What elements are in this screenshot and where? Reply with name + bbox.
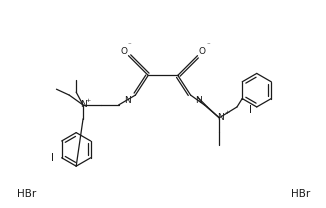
Text: N: N bbox=[196, 95, 202, 105]
Text: +: + bbox=[225, 110, 230, 115]
Text: O: O bbox=[120, 47, 127, 56]
Text: +: + bbox=[85, 98, 91, 103]
Text: HBr: HBr bbox=[291, 189, 310, 199]
Text: HBr: HBr bbox=[17, 189, 36, 199]
Text: N: N bbox=[217, 113, 224, 122]
Text: N: N bbox=[80, 100, 86, 109]
Text: O: O bbox=[199, 47, 206, 56]
Text: I: I bbox=[51, 153, 54, 163]
Text: ⁻: ⁻ bbox=[127, 43, 131, 49]
Text: ⁻: ⁻ bbox=[206, 43, 210, 49]
Text: N: N bbox=[124, 95, 130, 105]
Text: I: I bbox=[249, 105, 252, 115]
